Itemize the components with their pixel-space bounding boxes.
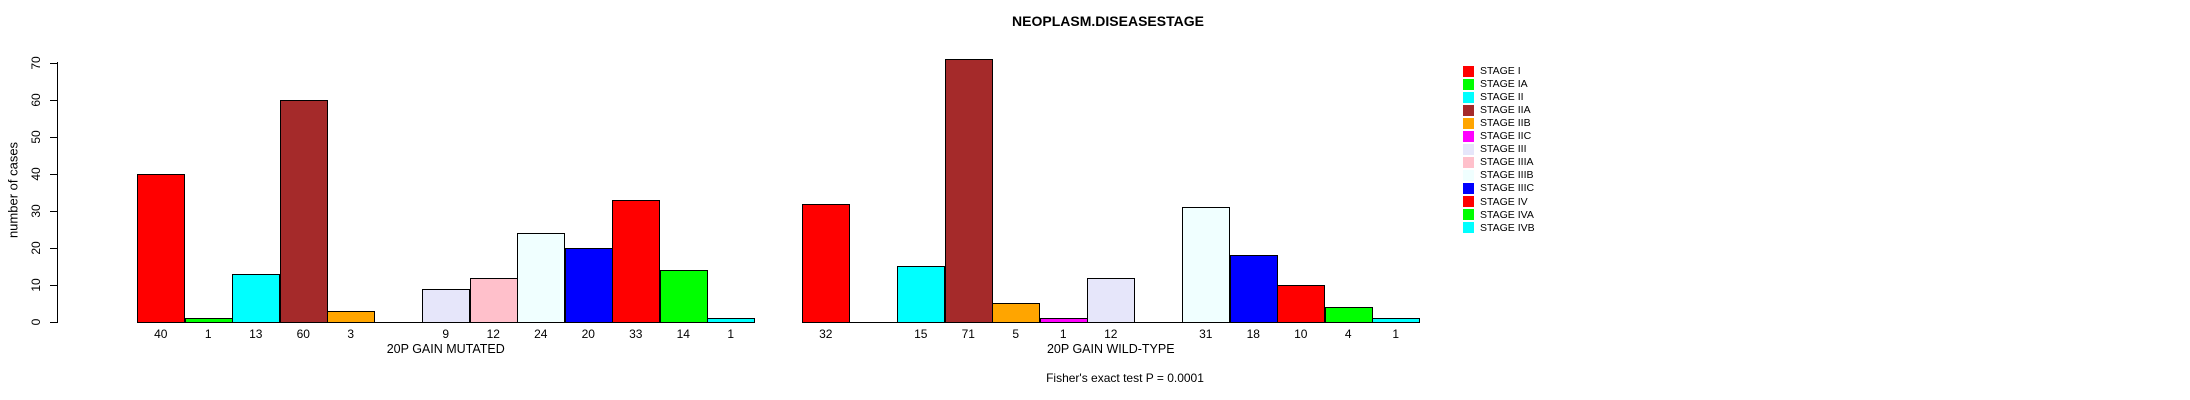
bar-value-label: 24 xyxy=(534,327,548,341)
legend-label-stage-ii: STAGE II xyxy=(1480,91,1524,104)
bar-stage-iiia xyxy=(470,278,518,323)
legend-swatch-stage-ivb xyxy=(1463,222,1474,234)
bar-stage-ia xyxy=(185,318,233,323)
bar-value-label: 5 xyxy=(1012,327,1020,341)
legend-swatch-stage-ia xyxy=(1463,78,1474,90)
legend-label-stage-ia: STAGE IA xyxy=(1480,78,1528,91)
legend-swatch-stage-iiic xyxy=(1463,182,1474,194)
bar-stage-iiib xyxy=(517,233,565,323)
y-tick-label: 50 xyxy=(29,130,43,144)
y-axis-line xyxy=(57,62,58,323)
legend-label-stage-iiib: STAGE IIIB xyxy=(1480,169,1534,182)
y-tick-label: 60 xyxy=(29,93,43,107)
y-tick-mark xyxy=(50,63,57,64)
bar-value-label: 18 xyxy=(1246,327,1260,341)
y-tick-mark xyxy=(50,100,57,101)
legend-label-stage-iia: STAGE IIA xyxy=(1480,104,1531,117)
bar-value-label: 4 xyxy=(1344,327,1352,341)
legend-swatch-stage-iib xyxy=(1463,117,1474,129)
bar-value-label: 31 xyxy=(1199,327,1213,341)
legend-swatch-stage-iic xyxy=(1463,130,1474,142)
y-tick-label: 70 xyxy=(29,56,43,70)
bar-value-label: 12 xyxy=(1104,327,1118,341)
bar-value-label: 1 xyxy=(1392,327,1400,341)
bar-stage-iva xyxy=(1325,307,1373,323)
bar-value-label: 15 xyxy=(914,327,928,341)
legend-label-stage-ivb: STAGE IVB xyxy=(1480,221,1535,234)
bar-stage-iib xyxy=(327,311,375,323)
bar-stage-iiib xyxy=(1182,207,1230,323)
x-axis-group-label: 20P GAIN MUTATED xyxy=(386,342,505,356)
legend-label-stage-i: STAGE I xyxy=(1480,65,1521,77)
bar-value-label: 9 xyxy=(442,327,450,341)
bar-stage-i xyxy=(802,204,850,323)
bar-value-label: 13 xyxy=(249,327,263,341)
bar-value-label: 60 xyxy=(296,327,310,341)
bar-stage-ivb xyxy=(1372,318,1420,323)
legend-swatch-stage-iva xyxy=(1463,209,1474,221)
bar-stage-iib xyxy=(992,303,1040,323)
bar-value-label: 71 xyxy=(961,327,975,341)
legend-swatch-stage-iiia xyxy=(1463,156,1474,168)
bar-value-label: 1 xyxy=(1059,327,1067,341)
bar-stage-iiic xyxy=(565,248,613,323)
y-tick-label: 30 xyxy=(29,204,43,218)
chart-title: NEOPLASM.DISEASESTAGE xyxy=(1012,13,1204,29)
legend-swatch-stage-iv xyxy=(1463,196,1474,207)
bar-stage-iic xyxy=(1040,318,1088,323)
y-tick-mark xyxy=(50,248,57,249)
y-tick-label: 10 xyxy=(29,278,43,292)
legend-swatch-stage-iia xyxy=(1463,104,1474,116)
y-tick-mark xyxy=(50,211,57,212)
bar-value-label: 40 xyxy=(154,327,168,341)
bar-stage-iiic xyxy=(1230,255,1278,323)
bar-value-label: 12 xyxy=(486,327,500,341)
y-tick-label: 40 xyxy=(29,167,43,181)
y-tick-mark xyxy=(50,322,57,323)
bar-stage-iii xyxy=(1087,278,1135,323)
bar-value-label: 10 xyxy=(1294,327,1308,341)
bar-stage-ii xyxy=(897,266,945,323)
bar-stage-iia xyxy=(280,100,328,323)
bar-value-label: 1 xyxy=(727,327,735,341)
bar-stage-iv xyxy=(1277,285,1325,323)
stat-test-note: Fisher's exact test P = 0.0001 xyxy=(1046,371,1204,385)
legend-label-stage-iic: STAGE IIC xyxy=(1480,130,1532,143)
bar-stage-iv xyxy=(612,200,660,323)
legend-swatch-stage-iiib xyxy=(1463,169,1474,181)
y-axis-label: number of cases xyxy=(5,141,21,239)
bar-value-label: 1 xyxy=(204,327,212,341)
legend-label-stage-iva: STAGE IVA xyxy=(1480,208,1534,221)
bar-stage-iii xyxy=(422,289,470,323)
bar-stage-iva xyxy=(660,270,708,323)
bar-stage-ivb xyxy=(707,318,755,323)
legend-label-stage-iii: STAGE III xyxy=(1480,143,1527,156)
bar-value-label: 33 xyxy=(629,327,643,341)
y-tick-mark xyxy=(50,137,57,138)
legend-label-stage-iiic: STAGE IIIC xyxy=(1480,182,1535,195)
bar-stage-iia xyxy=(945,59,993,323)
bar-value-label: 14 xyxy=(676,327,690,341)
legend-swatch-stage-i xyxy=(1463,65,1474,77)
bar-value-label: 32 xyxy=(819,327,833,341)
bar-stage-ii xyxy=(232,274,280,323)
y-tick-label: 0 xyxy=(29,318,43,326)
bar-stage-i xyxy=(137,174,185,323)
legend-label-stage-iv: STAGE IV xyxy=(1480,195,1528,208)
legend-label-stage-iiia: STAGE IIIA xyxy=(1480,156,1534,169)
y-tick-mark xyxy=(50,174,57,175)
bar-value-label: 3 xyxy=(347,327,355,341)
x-axis-group-label: 20P GAIN WILD-TYPE xyxy=(1046,342,1175,356)
legend-swatch-stage-iii xyxy=(1463,143,1474,155)
y-tick-mark xyxy=(50,285,57,286)
bar-value-label: 20 xyxy=(581,327,595,341)
y-tick-label: 20 xyxy=(29,241,43,255)
legend-label-stage-iib: STAGE IIB xyxy=(1480,117,1531,130)
legend-swatch-stage-ii xyxy=(1463,91,1474,103)
